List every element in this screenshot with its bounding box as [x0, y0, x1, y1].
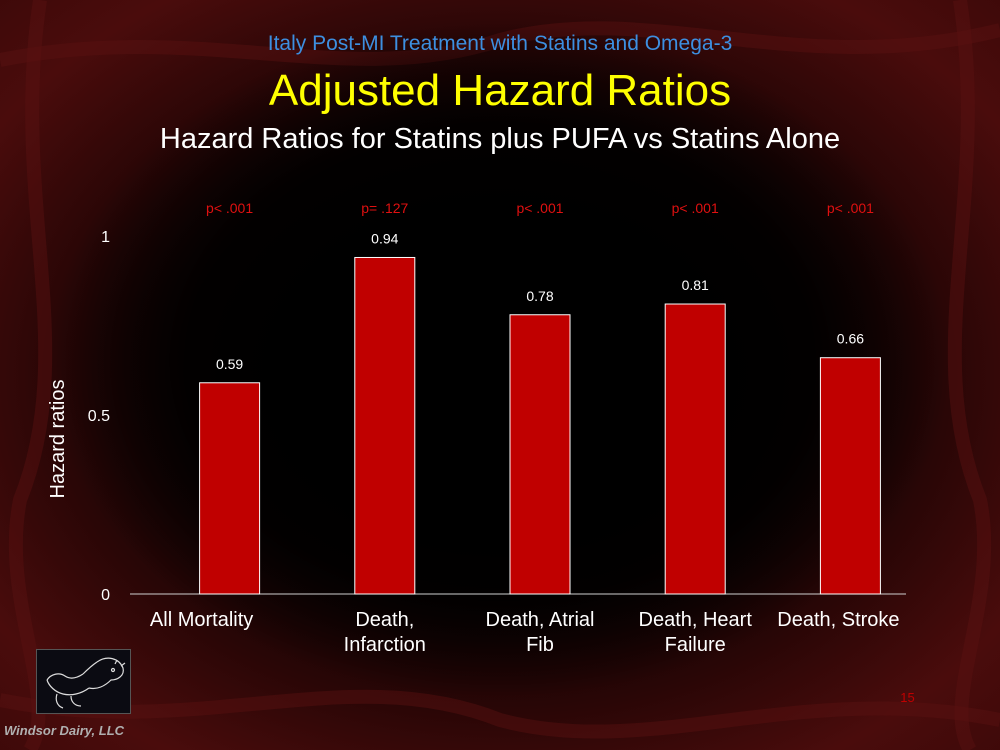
p-value-label: p< .001	[827, 200, 874, 216]
x-tick-label: Death,	[355, 609, 414, 631]
page-number: 15	[900, 690, 915, 705]
y-axis-label: Hazard ratios	[47, 380, 69, 499]
x-tick-label: Death, Stroke	[777, 609, 899, 631]
bars	[199, 256, 881, 595]
data-label: 0.81	[682, 277, 709, 293]
p-value-label: p= .127	[361, 200, 408, 216]
data-label: 0.78	[526, 288, 553, 304]
data-label: 0.66	[837, 331, 864, 347]
x-tick-label: Fib	[526, 634, 554, 656]
y-tick-label: 0.5	[88, 408, 110, 425]
x-tick-label: Death, Heart	[639, 609, 753, 631]
bar	[664, 303, 726, 595]
data-label: 0.59	[216, 356, 243, 372]
slide-title: Adjusted Hazard Ratios	[268, 66, 732, 115]
bar	[354, 256, 416, 595]
y-tick-label: 1	[101, 229, 110, 246]
p-value-label: p< .001	[206, 200, 253, 216]
company-name: Windsor Dairy, LLC	[4, 723, 125, 738]
company-logo	[36, 649, 131, 714]
slide-supertitle: Italy Post-MI Treatment with Statins and…	[267, 32, 733, 55]
labels: 0.59 p< .001 All Mortality 0.94 p= .127 Death…	[150, 200, 900, 656]
x-tick-label: Failure	[665, 634, 726, 656]
p-value-label: p< .001	[516, 200, 563, 216]
x-tick-label: Death, Atrial	[486, 609, 595, 631]
bar	[199, 382, 261, 595]
bar	[509, 314, 571, 595]
bar	[819, 357, 881, 595]
y-tick-label: 0	[101, 587, 110, 604]
y-axis: 0 0.5 1 Hazard ratios	[47, 229, 906, 604]
p-value-label: p< .001	[672, 200, 719, 216]
x-tick-label: Infarction	[344, 634, 426, 656]
slide-subtitle: Hazard Ratios for Statins plus PUFA vs S…	[159, 123, 841, 155]
data-label: 0.94	[371, 230, 398, 246]
x-tick-label: All Mortality	[150, 609, 253, 631]
